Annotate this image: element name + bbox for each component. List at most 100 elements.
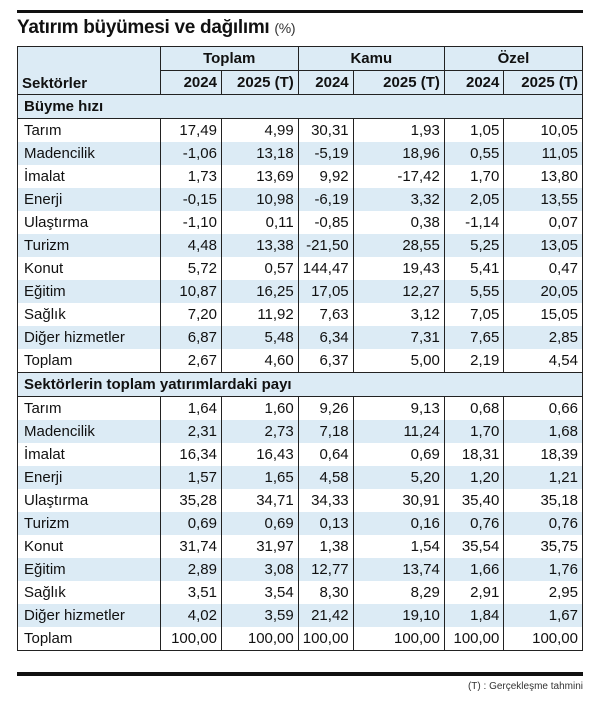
- value-cell: 18,31: [443, 443, 505, 466]
- value-cell: 13,80: [503, 165, 583, 188]
- value-cell: 9,26: [297, 396, 354, 420]
- table-row: Tarım 17,49 4,99 30,31 1,93 1,05 10,05: [17, 118, 583, 142]
- sector-label: Eğitim: [17, 280, 161, 303]
- value-cell: 13,55: [503, 188, 583, 211]
- investment-table: Sektörler Toplam Kamu Özel 2024 2025 (T) 2…: [17, 46, 584, 651]
- value-cell: 3,08: [220, 558, 299, 581]
- value-cell: 5,41: [443, 257, 505, 280]
- value-cell: 13,74: [352, 558, 445, 581]
- value-cell: 7,20: [159, 303, 222, 326]
- value-cell: 100,00: [352, 627, 445, 651]
- value-cell: 100,00: [443, 627, 505, 651]
- value-cell: 2,19: [443, 349, 505, 373]
- value-cell: 1,38: [297, 535, 354, 558]
- value-cell: 11,05: [503, 142, 583, 165]
- value-cell: 10,87: [159, 280, 222, 303]
- value-cell: -1,14: [443, 211, 505, 234]
- value-cell: 1,84: [443, 604, 505, 627]
- table-row: Eğitim 2,89 3,08 12,77 13,74 1,66 1,76: [17, 558, 583, 581]
- value-cell: 8,29: [352, 581, 445, 604]
- value-cell: 6,87: [159, 326, 222, 349]
- value-cell: 1,66: [443, 558, 505, 581]
- table-row: İmalat 1,73 13,69 9,92 -17,42 1,70 13,80: [17, 165, 583, 188]
- value-cell: 5,00: [352, 349, 445, 373]
- value-cell: 2,89: [159, 558, 222, 581]
- value-cell: 0,76: [443, 512, 505, 535]
- value-cell: 0,38: [352, 211, 445, 234]
- value-cell: 1,93: [352, 118, 445, 142]
- section-header-row: Büyme hızı: [17, 94, 583, 119]
- sector-label: Enerji: [17, 188, 161, 211]
- table-row: Turizm 4,48 13,38 -21,50 28,55 5,25 13,05: [17, 234, 583, 257]
- value-cell: 4,99: [220, 118, 299, 142]
- value-cell: 10,98: [220, 188, 299, 211]
- table-row: İmalat 16,34 16,43 0,64 0,69 18,31 18,39: [17, 443, 583, 466]
- value-cell: 1,21: [503, 466, 583, 489]
- value-cell: 0,69: [159, 512, 222, 535]
- section-title: Sektörlerin toplam yatırımlardaki payı: [17, 372, 583, 397]
- sector-label: Ulaştırma: [17, 489, 161, 512]
- sector-label: Ulaştırma: [17, 211, 161, 234]
- unit-label: (%): [274, 20, 296, 36]
- value-cell: 6,37: [297, 349, 354, 373]
- sector-label: Tarım: [17, 396, 161, 420]
- value-cell: -1,10: [159, 211, 222, 234]
- value-cell: 28,55: [352, 234, 445, 257]
- value-cell: 16,25: [220, 280, 299, 303]
- value-cell: 15,05: [503, 303, 583, 326]
- sector-label: Turizm: [17, 512, 161, 535]
- value-cell: 1,60: [220, 396, 299, 420]
- value-cell: 3,59: [220, 604, 299, 627]
- value-cell: 4,58: [297, 466, 354, 489]
- value-cell: -6,19: [297, 188, 354, 211]
- value-cell: 2,95: [503, 581, 583, 604]
- value-cell: 10,05: [503, 118, 583, 142]
- value-cell: 35,75: [503, 535, 583, 558]
- value-cell: 35,18: [503, 489, 583, 512]
- year-header: 2025 (T): [220, 70, 299, 95]
- value-cell: 34,71: [220, 489, 299, 512]
- year-header: 2025 (T): [503, 70, 583, 95]
- value-cell: 0,57: [220, 257, 299, 280]
- value-cell: 100,00: [159, 627, 222, 651]
- value-cell: 35,40: [443, 489, 505, 512]
- title-text: Yatırım büyümesi ve dağılımı: [17, 17, 270, 38]
- value-cell: 2,67: [159, 349, 222, 373]
- sector-label: Konut: [17, 257, 161, 280]
- sector-label: Sağlık: [17, 581, 161, 604]
- value-cell: 7,05: [443, 303, 505, 326]
- table-row: Konut 5,72 0,57 144,47 19,43 5,41 0,47: [17, 257, 583, 280]
- value-cell: 2,73: [220, 420, 299, 443]
- table-row: Diğer hizmetler 4,02 3,59 21,42 19,10 1,84 1,6…: [17, 604, 583, 627]
- value-cell: 17,05: [297, 280, 354, 303]
- value-cell: 12,77: [297, 558, 354, 581]
- table-row: Sağlık 3,51 3,54 8,30 8,29 2,91 2,95: [17, 581, 583, 604]
- group-header-ozel: Özel: [443, 46, 584, 71]
- value-cell: 9,92: [297, 165, 354, 188]
- top-rule: [17, 10, 583, 13]
- value-cell: 5,72: [159, 257, 222, 280]
- year-header-row: 2024 2025 (T) 2024 2025 (T) 2024 2025 (T): [18, 70, 583, 95]
- table-row: Enerji -0,15 10,98 -6,19 3,32 2,05 13,55: [17, 188, 583, 211]
- value-cell: 16,43: [220, 443, 299, 466]
- sector-label: Diğer hizmetler: [17, 604, 161, 627]
- year-header: 2024: [297, 70, 354, 95]
- group-header-row: Sektörler Toplam Kamu Özel: [17, 46, 584, 95]
- value-cell: 9,13: [352, 396, 445, 420]
- value-cell: 3,51: [159, 581, 222, 604]
- value-cell: 4,54: [503, 349, 583, 373]
- value-cell: 16,34: [159, 443, 222, 466]
- value-cell: 35,28: [159, 489, 222, 512]
- sector-label: Toplam: [17, 349, 161, 373]
- value-cell: 3,54: [220, 581, 299, 604]
- value-cell: 30,31: [297, 118, 354, 142]
- group-header-kamu: Kamu: [297, 46, 445, 71]
- table-title: Yatırım büyümesi ve dağılımı (%): [17, 17, 296, 39]
- value-cell: 35,54: [443, 535, 505, 558]
- table-row: Turizm 0,69 0,69 0,13 0,16 0,76 0,76: [17, 512, 583, 535]
- value-cell: 100,00: [220, 627, 299, 651]
- value-cell: 34,33: [297, 489, 354, 512]
- sector-label: Madencilik: [17, 420, 161, 443]
- value-cell: -1,06: [159, 142, 222, 165]
- value-cell: 2,85: [503, 326, 583, 349]
